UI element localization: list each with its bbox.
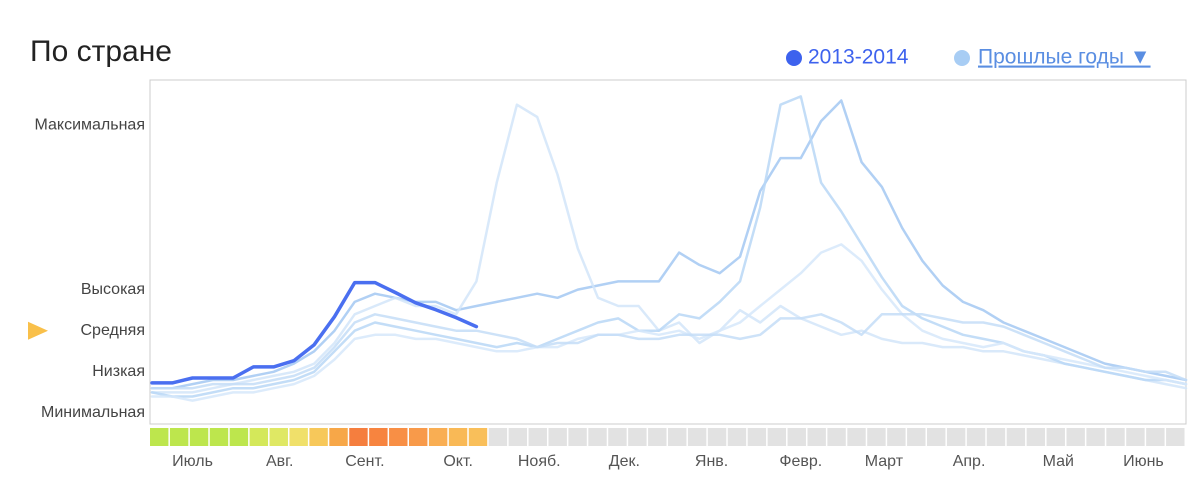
week-cell [169,428,189,446]
legend-current: 2013-2014 [808,46,909,69]
week-cell [787,428,806,446]
week-cell [249,428,269,446]
x-tick-label: Апр. [953,453,986,470]
week-cell [508,428,528,446]
week-cell [807,428,826,446]
past-line [150,313,1188,390]
week-cell [608,428,627,446]
x-tick-label: Янв. [695,453,728,470]
week-cell [1026,428,1046,446]
x-tick-label: Авг. [266,453,294,470]
week-cell [966,428,986,446]
x-tick-label: Март [865,453,904,470]
week-cell [150,428,169,446]
week-cell [1006,428,1026,446]
x-tick-label: Нояб. [518,453,561,470]
week-cell [1066,428,1085,446]
past-line [150,243,1188,402]
week-cell [727,428,747,446]
y-tick-label: Минимальная [41,404,145,421]
week-cell [707,428,727,446]
current-level-marker [28,321,48,340]
week-cell [907,428,926,446]
legend-dot [786,50,802,66]
x-tick-label: Дек. [609,453,640,470]
week-cell [209,428,229,446]
week-cell [229,428,249,446]
week-cell [946,428,966,446]
y-tick-label: Средняя [81,322,146,339]
past-line [150,99,1188,390]
week-cell [847,428,866,446]
week-cell [1166,428,1185,446]
week-cell [568,428,587,446]
week-cell [668,428,687,446]
week-cell [687,428,707,446]
week-cell [389,428,408,446]
week-cell [747,428,767,446]
week-cell [289,428,308,446]
week-cell [428,428,448,446]
x-tick-label: Сент. [345,453,384,470]
week-cell [448,428,468,446]
y-tick-label: Высокая [81,281,145,298]
current-line [150,280,479,385]
week-cell [409,428,428,446]
x-tick-label: Окт. [443,453,473,470]
week-cell [767,428,787,446]
x-tick-label: Февр. [779,453,822,470]
week-cell [648,428,667,446]
past-line [150,103,1188,394]
x-tick-label: Июль [172,453,213,470]
week-cell [986,428,1006,446]
week-cell [488,428,508,446]
week-cell [887,428,906,446]
plot-frame [149,79,1187,425]
week-cell [189,428,209,446]
week-cell [269,428,288,446]
y-tick-label: Максимальная [35,116,146,133]
week-cell [867,428,886,446]
y-tick-label: Низкая [92,363,145,380]
week-cell [1106,428,1125,446]
chart-title: По стране [30,35,172,68]
week-cell [468,428,488,446]
week-cell [628,428,647,446]
week-cell [309,428,328,446]
week-cell [588,428,607,446]
x-tick-label: Май [1043,453,1074,470]
week-cell [548,428,567,446]
week-cell [329,428,348,446]
week-cell [1046,428,1065,446]
week-cell [1126,428,1145,446]
week-cell [349,428,368,446]
week-cell [528,428,547,446]
week-cell [927,428,946,446]
week-cell [827,428,846,446]
legend-past-link[interactable]: Прошлые годы ▼ [978,46,1151,69]
x-tick-label: Июнь [1123,453,1164,470]
legend-dot [954,50,970,66]
week-cell [1086,428,1105,446]
week-cell [369,428,388,446]
week-cell [1146,428,1165,446]
